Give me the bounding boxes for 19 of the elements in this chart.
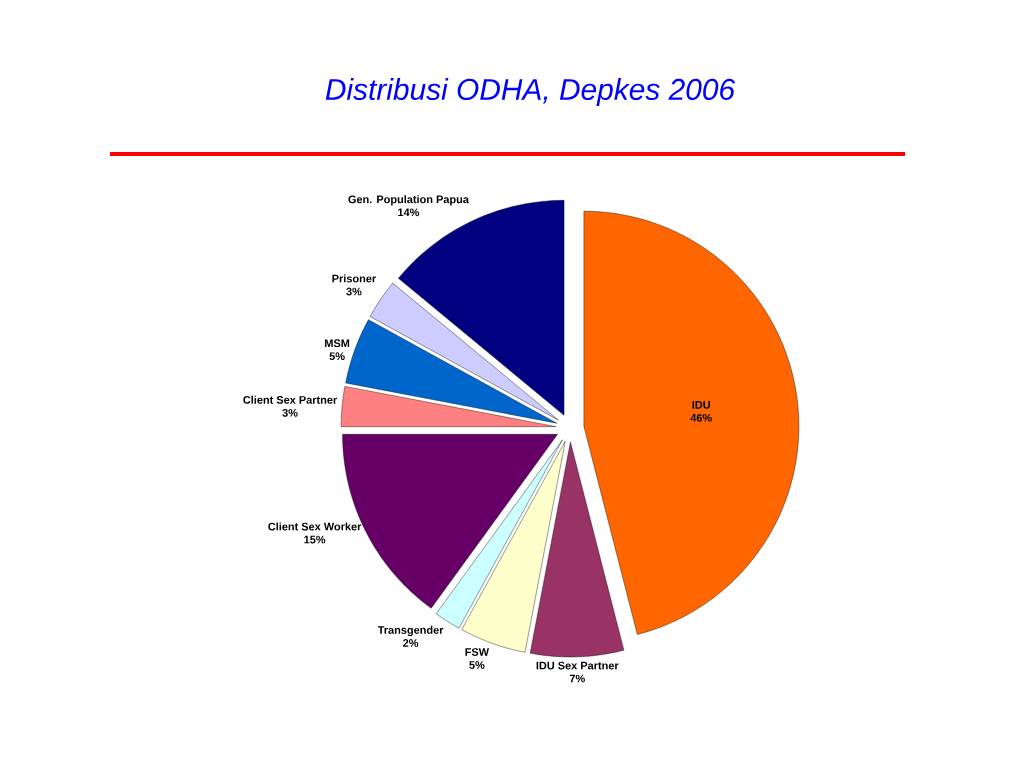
- slice-label: Prisoner: [332, 274, 376, 283]
- data-label: 2%: [403, 639, 419, 647]
- slice-label: Gen. Population Papua: [348, 195, 469, 206]
- slice-label: Transgender: [377, 625, 444, 637]
- slice-label: MSM: [325, 339, 350, 348]
- data-label: 5%: [469, 661, 485, 669]
- data-label: 14%: [398, 208, 420, 217]
- chart-title: Distribusi ODHA, Depkes 2006: [325, 78, 736, 106]
- slice-label: Client Sex Worker: [268, 522, 362, 531]
- data-label: 15%: [304, 535, 326, 544]
- slice-label: Client Sex Partner: [243, 395, 338, 404]
- data-label: 46%: [690, 413, 712, 422]
- data-label: 5%: [329, 352, 345, 361]
- slice-label: FSW: [465, 648, 490, 656]
- data-label: 7%: [569, 674, 585, 683]
- data-label: 3%: [346, 287, 362, 296]
- data-label: 3%: [282, 408, 298, 417]
- slice-label: IDU: [692, 401, 710, 409]
- slice-label: IDU Sex Partner: [536, 661, 619, 670]
